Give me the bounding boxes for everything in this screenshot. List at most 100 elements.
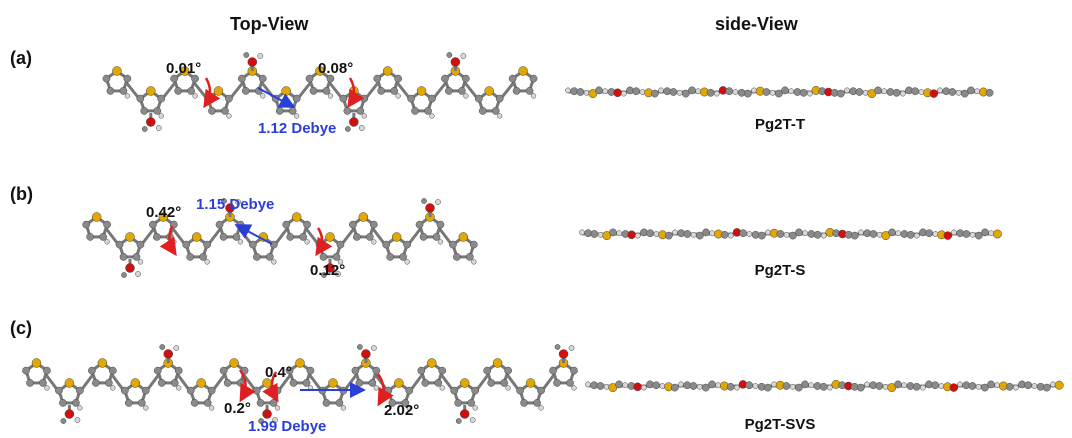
- carbon-atom: [415, 220, 424, 229]
- hydrogen-atom: [124, 93, 131, 99]
- carbon-atom: [191, 74, 199, 83]
- carbon-atom: [399, 253, 407, 261]
- carbon-atom: [782, 382, 791, 390]
- hydrogen-atom: [690, 231, 697, 238]
- side-view-molecule-b: [579, 227, 1002, 241]
- carbon-atom: [850, 231, 859, 240]
- hydrogen-atom: [463, 93, 469, 99]
- hydrogen-atom: [135, 271, 141, 277]
- dipole-moment-label: 1.99 Debye: [248, 418, 327, 435]
- carbon-atom: [351, 366, 360, 375]
- carbon-atom: [726, 382, 735, 391]
- carbon-atom: [483, 366, 492, 375]
- carbon-atom: [763, 383, 772, 392]
- sulfur-atom: [382, 66, 393, 76]
- carbon-atom: [102, 74, 111, 83]
- hydrogen-atom: [272, 417, 278, 423]
- hydrogen-atom: [158, 113, 164, 119]
- carbon-atom: [424, 107, 432, 115]
- carbon-atom: [203, 240, 211, 249]
- oxygen-atom: [633, 382, 642, 392]
- carbon-atom: [417, 366, 426, 375]
- carbon-atom: [516, 386, 524, 395]
- oxygen-atom: [225, 203, 235, 213]
- sulfur-atom: [179, 66, 190, 76]
- hydrogen-atom: [44, 385, 50, 391]
- hydrogen-atom: [695, 88, 702, 95]
- carbon-atom: [590, 230, 599, 238]
- hydrogen-atom: [337, 259, 344, 265]
- sulfur-atom: [518, 66, 528, 76]
- carbon-atom: [554, 344, 561, 350]
- carbon-atom: [894, 380, 902, 389]
- sulfur-atom: [64, 378, 75, 388]
- hydrogen-atom: [335, 271, 341, 277]
- sulfur-atom: [325, 232, 335, 242]
- oxygen-atom: [146, 117, 156, 127]
- carbon-atom: [343, 107, 352, 115]
- top-view-molecule-b: [82, 198, 478, 278]
- hydrogen-atom: [257, 53, 264, 59]
- carbon-atom: [436, 220, 445, 229]
- side-view-molecule-c: [585, 379, 1064, 393]
- carbon-atom: [335, 399, 344, 407]
- sulfur-atom: [91, 212, 102, 222]
- hydrogen-atom: [709, 230, 716, 237]
- oxygen-atom: [349, 117, 359, 127]
- carbon-atom: [258, 418, 264, 424]
- carbon-atom: [288, 107, 297, 115]
- hydrogen-atom: [658, 87, 664, 94]
- hydrogen-atom: [864, 381, 870, 388]
- hydrogen-atom: [974, 88, 981, 95]
- hydrogen-atom: [746, 231, 753, 237]
- carbon-atom: [948, 88, 957, 96]
- carbon-atom: [221, 198, 227, 204]
- molecule-name-a: Pg2T-T: [754, 116, 805, 133]
- hydrogen-atom: [622, 382, 629, 389]
- carbon-atom: [968, 382, 977, 390]
- carbon-atom: [369, 220, 378, 229]
- sulfur-atom: [391, 232, 402, 242]
- hydrogen-atom: [876, 231, 883, 238]
- carbon-atom: [221, 107, 229, 115]
- sulfur-atom: [112, 66, 122, 76]
- hydrogen-atom: [192, 93, 198, 99]
- carbon-atom: [243, 52, 250, 58]
- carbon-atom: [286, 233, 295, 241]
- carbon-atom: [344, 126, 351, 132]
- carbon-atom: [500, 379, 508, 387]
- carbon-atom: [987, 380, 995, 389]
- hydrogen-atom: [932, 231, 939, 237]
- carbon-atom: [670, 383, 679, 392]
- carbon-atom: [59, 399, 67, 407]
- carbon-atom: [615, 380, 623, 389]
- sulfur-atom: [427, 358, 437, 368]
- carbon-atom: [382, 240, 391, 249]
- carbon-atom: [441, 74, 449, 83]
- hydrogen-atom: [678, 381, 684, 388]
- hydrogen-atom: [568, 345, 575, 351]
- carbon-atom: [595, 86, 603, 95]
- carbon-atom: [695, 231, 704, 240]
- dipole-moment-label: 1.15 Debye: [196, 196, 275, 213]
- hydrogen-atom: [937, 87, 943, 94]
- carbon-atom: [123, 74, 132, 83]
- carbon-atom: [450, 386, 459, 395]
- panel-label-c: (c): [10, 318, 32, 338]
- carbon-atom: [819, 382, 828, 391]
- sulfur-atom: [281, 86, 291, 96]
- carbon-atom: [136, 94, 145, 103]
- oxygen-atom: [459, 409, 470, 419]
- hydrogen-atom: [938, 383, 945, 389]
- oxygen-atom: [262, 409, 272, 419]
- carbon-atom: [912, 382, 921, 391]
- carbon-atom: [236, 379, 245, 387]
- carbon-atom: [701, 383, 710, 392]
- carbon-atom: [326, 74, 335, 83]
- carbon-atom: [419, 233, 428, 241]
- sulfur-atom: [291, 212, 302, 222]
- sulfur-atom: [130, 378, 141, 388]
- carbon-atom: [405, 386, 414, 395]
- carbon-atom: [962, 230, 971, 238]
- hydrogen-atom: [361, 113, 367, 119]
